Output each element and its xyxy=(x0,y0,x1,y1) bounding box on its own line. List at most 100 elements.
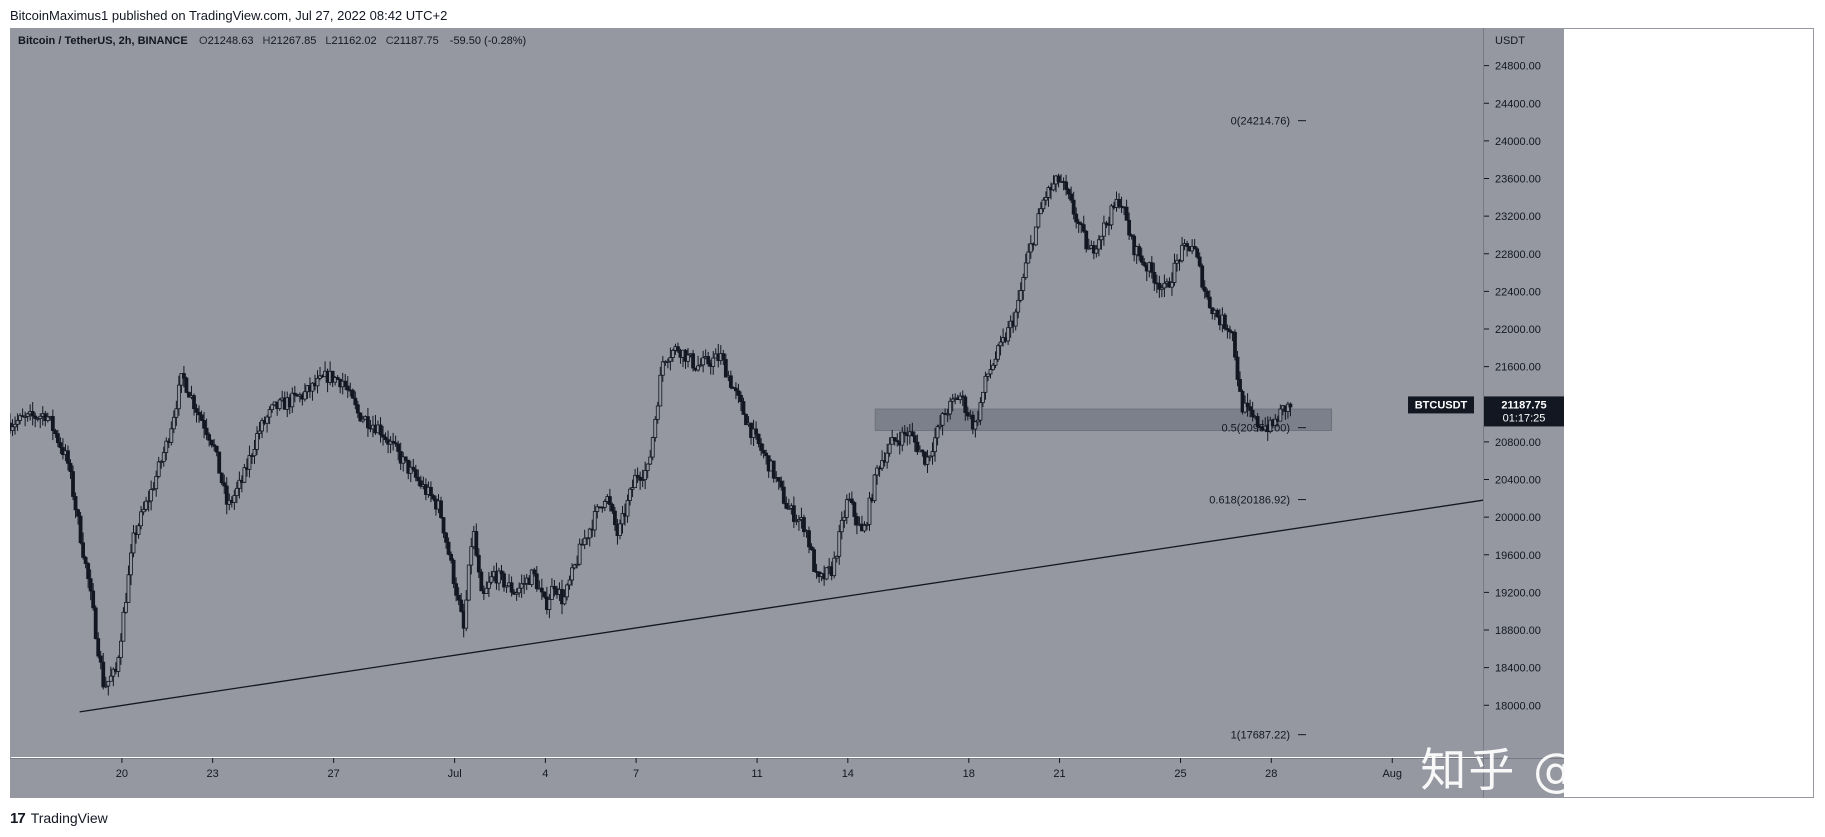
candle-body xyxy=(1124,206,1129,221)
candle-body xyxy=(360,418,365,422)
price-axis-label: 22800.00 xyxy=(1495,249,1541,261)
candle-body xyxy=(1041,199,1046,210)
candle-body xyxy=(154,476,159,490)
candle-body xyxy=(466,564,471,601)
candle-body xyxy=(446,541,451,555)
candle-body xyxy=(865,523,869,526)
candle-body xyxy=(121,611,126,642)
candle-body xyxy=(854,516,859,526)
candle-body xyxy=(1286,403,1290,412)
candle-body xyxy=(1086,247,1091,250)
candle-body xyxy=(151,488,156,491)
candle-body xyxy=(900,431,905,446)
candle-body xyxy=(1240,391,1245,413)
candle-body xyxy=(1159,287,1164,290)
candle-body xyxy=(534,573,539,589)
candle-body xyxy=(199,414,204,421)
candle-body xyxy=(1255,416,1260,428)
candle-body xyxy=(1233,331,1237,358)
price-axis-label: 20400.00 xyxy=(1495,475,1541,487)
candle-body xyxy=(91,590,96,609)
candle-body xyxy=(1222,314,1227,329)
candle-body xyxy=(378,424,383,436)
candle-body xyxy=(1152,271,1157,284)
candle-body xyxy=(1205,290,1210,298)
candle-body xyxy=(910,431,915,437)
candle-body xyxy=(179,373,184,386)
candle-body xyxy=(618,523,622,536)
candle-body xyxy=(691,353,695,369)
candle-body xyxy=(396,443,401,452)
candle-body xyxy=(292,392,297,396)
price-axis-label: 22400.00 xyxy=(1495,286,1541,298)
candle-body xyxy=(1026,251,1031,264)
watermark: 知乎 @币圈老李 xyxy=(1420,743,1773,797)
candle-body xyxy=(35,418,40,420)
candle-body xyxy=(930,451,935,457)
candle-body xyxy=(71,471,75,497)
candle-body xyxy=(519,583,524,589)
candle-body xyxy=(1104,222,1109,225)
candle-body xyxy=(1069,193,1074,201)
candle-body xyxy=(635,474,640,478)
candle-body xyxy=(1044,197,1048,201)
candle-body xyxy=(66,450,70,464)
candle-body xyxy=(529,569,534,585)
candle-body xyxy=(668,357,673,362)
candle-body xyxy=(532,569,537,575)
candle-body xyxy=(232,495,237,503)
legend-symbol: Bitcoin / TetherUS, 2h, BINANCE xyxy=(18,35,188,47)
candle-body xyxy=(381,434,385,438)
candle-body xyxy=(204,427,209,435)
candle-body xyxy=(1225,328,1230,331)
price-chart[interactable]: 0(24214.76) 0.5(20951.00) 0.618(20186.92) 1… xyxy=(10,28,1814,798)
time-axis-label: 18 xyxy=(963,768,975,780)
candle-body xyxy=(902,431,907,435)
candle-body xyxy=(1051,183,1056,191)
candle-body xyxy=(164,440,169,453)
candle-body xyxy=(998,341,1003,347)
candle-body xyxy=(973,421,978,430)
tradingview-mark-icon: 17 xyxy=(10,809,26,827)
candle-body xyxy=(1046,187,1051,198)
candle-body xyxy=(1142,261,1147,266)
tradingview-logo[interactable]: 17 TradingView xyxy=(10,808,108,828)
candle-body xyxy=(996,345,1000,360)
candle-body xyxy=(517,587,522,594)
candle-body xyxy=(981,391,985,404)
candle-body xyxy=(247,455,252,470)
candle-body xyxy=(587,528,592,539)
candle-body xyxy=(174,408,179,418)
candle-body xyxy=(912,435,917,443)
candle-body xyxy=(18,415,22,421)
candle-body xyxy=(638,476,643,481)
candle-body xyxy=(613,510,617,526)
candle-body xyxy=(960,395,965,398)
candle-body xyxy=(991,364,995,370)
candle-body xyxy=(892,437,897,442)
candle-body xyxy=(33,415,38,419)
candle-body xyxy=(116,657,121,672)
candle-body xyxy=(277,399,282,410)
support-trendline xyxy=(79,499,1484,713)
candle-body xyxy=(456,594,461,601)
candle-body xyxy=(431,495,436,500)
candle-body xyxy=(1278,408,1283,422)
price-axis-label: 23200.00 xyxy=(1495,211,1541,223)
candle-body xyxy=(58,442,63,448)
legend-open: 21248.63 xyxy=(208,35,254,47)
price-axis-label: 20000.00 xyxy=(1495,512,1541,524)
candle-body xyxy=(653,418,658,438)
candle-body xyxy=(983,375,988,393)
candle-body xyxy=(98,655,103,663)
candle-body xyxy=(1056,175,1061,182)
candle-body xyxy=(547,599,552,610)
candle-body xyxy=(776,477,781,482)
candle-body xyxy=(207,434,212,441)
ticker-tag: BTCUSDT xyxy=(1415,399,1468,411)
candle-body xyxy=(171,416,176,430)
candle-body xyxy=(161,452,166,462)
candle-body xyxy=(1099,235,1104,241)
candle-body xyxy=(1149,262,1154,273)
candle-body xyxy=(781,486,786,504)
